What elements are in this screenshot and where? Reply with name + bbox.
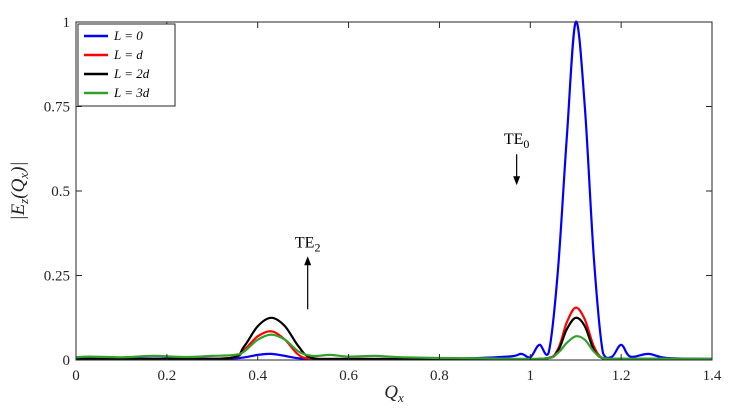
y-axis-label: |Ez(Qx)| <box>8 161 31 220</box>
x-tick-label: 0.4 <box>248 368 267 384</box>
x-tick-label: 0 <box>72 368 80 384</box>
x-tick-label: 0.2 <box>157 368 176 384</box>
y-tick-label: 1 <box>63 15 71 31</box>
y-tick-label: 0.25 <box>44 269 70 285</box>
annotation-label-1: TE2 <box>295 234 321 254</box>
annotation-layer: TE0 TE2 <box>295 131 530 310</box>
series-line-2 <box>75 316 713 361</box>
annotation-arrowhead-0 <box>513 176 521 186</box>
series-line-0 <box>75 20 713 361</box>
x-axis-label: Qx <box>384 382 404 405</box>
annotation-label-0: TE0 <box>504 131 530 151</box>
legend-label-3: L = 3d <box>113 85 150 100</box>
x-tick-label: 1 <box>527 368 535 384</box>
plot-background <box>76 22 712 360</box>
y-tick-label: 0.5 <box>51 184 70 200</box>
legend-label-0: L = 0 <box>113 28 143 43</box>
x-tick-label: 0.8 <box>430 368 449 384</box>
legend-label-1: L = d <box>113 47 143 62</box>
legend-label-2: L = 2d <box>113 66 150 81</box>
x-tick-label: 1.2 <box>612 368 631 384</box>
y-tick-label: 0.75 <box>44 100 70 116</box>
legend: L = 0 L = d L = 2d L = 3d <box>77 23 176 107</box>
tick-layer: 0 0.2 0.4 0.6 0.8 1 1.2 1.4 0 0.25 0.5 0.75 1 <box>44 15 722 384</box>
x-tick-label: 0.6 <box>339 368 358 384</box>
x-tick-label: 1.4 <box>703 368 722 384</box>
y-tick-label: 0 <box>63 353 71 369</box>
annotation-arrowhead-1 <box>304 256 312 266</box>
